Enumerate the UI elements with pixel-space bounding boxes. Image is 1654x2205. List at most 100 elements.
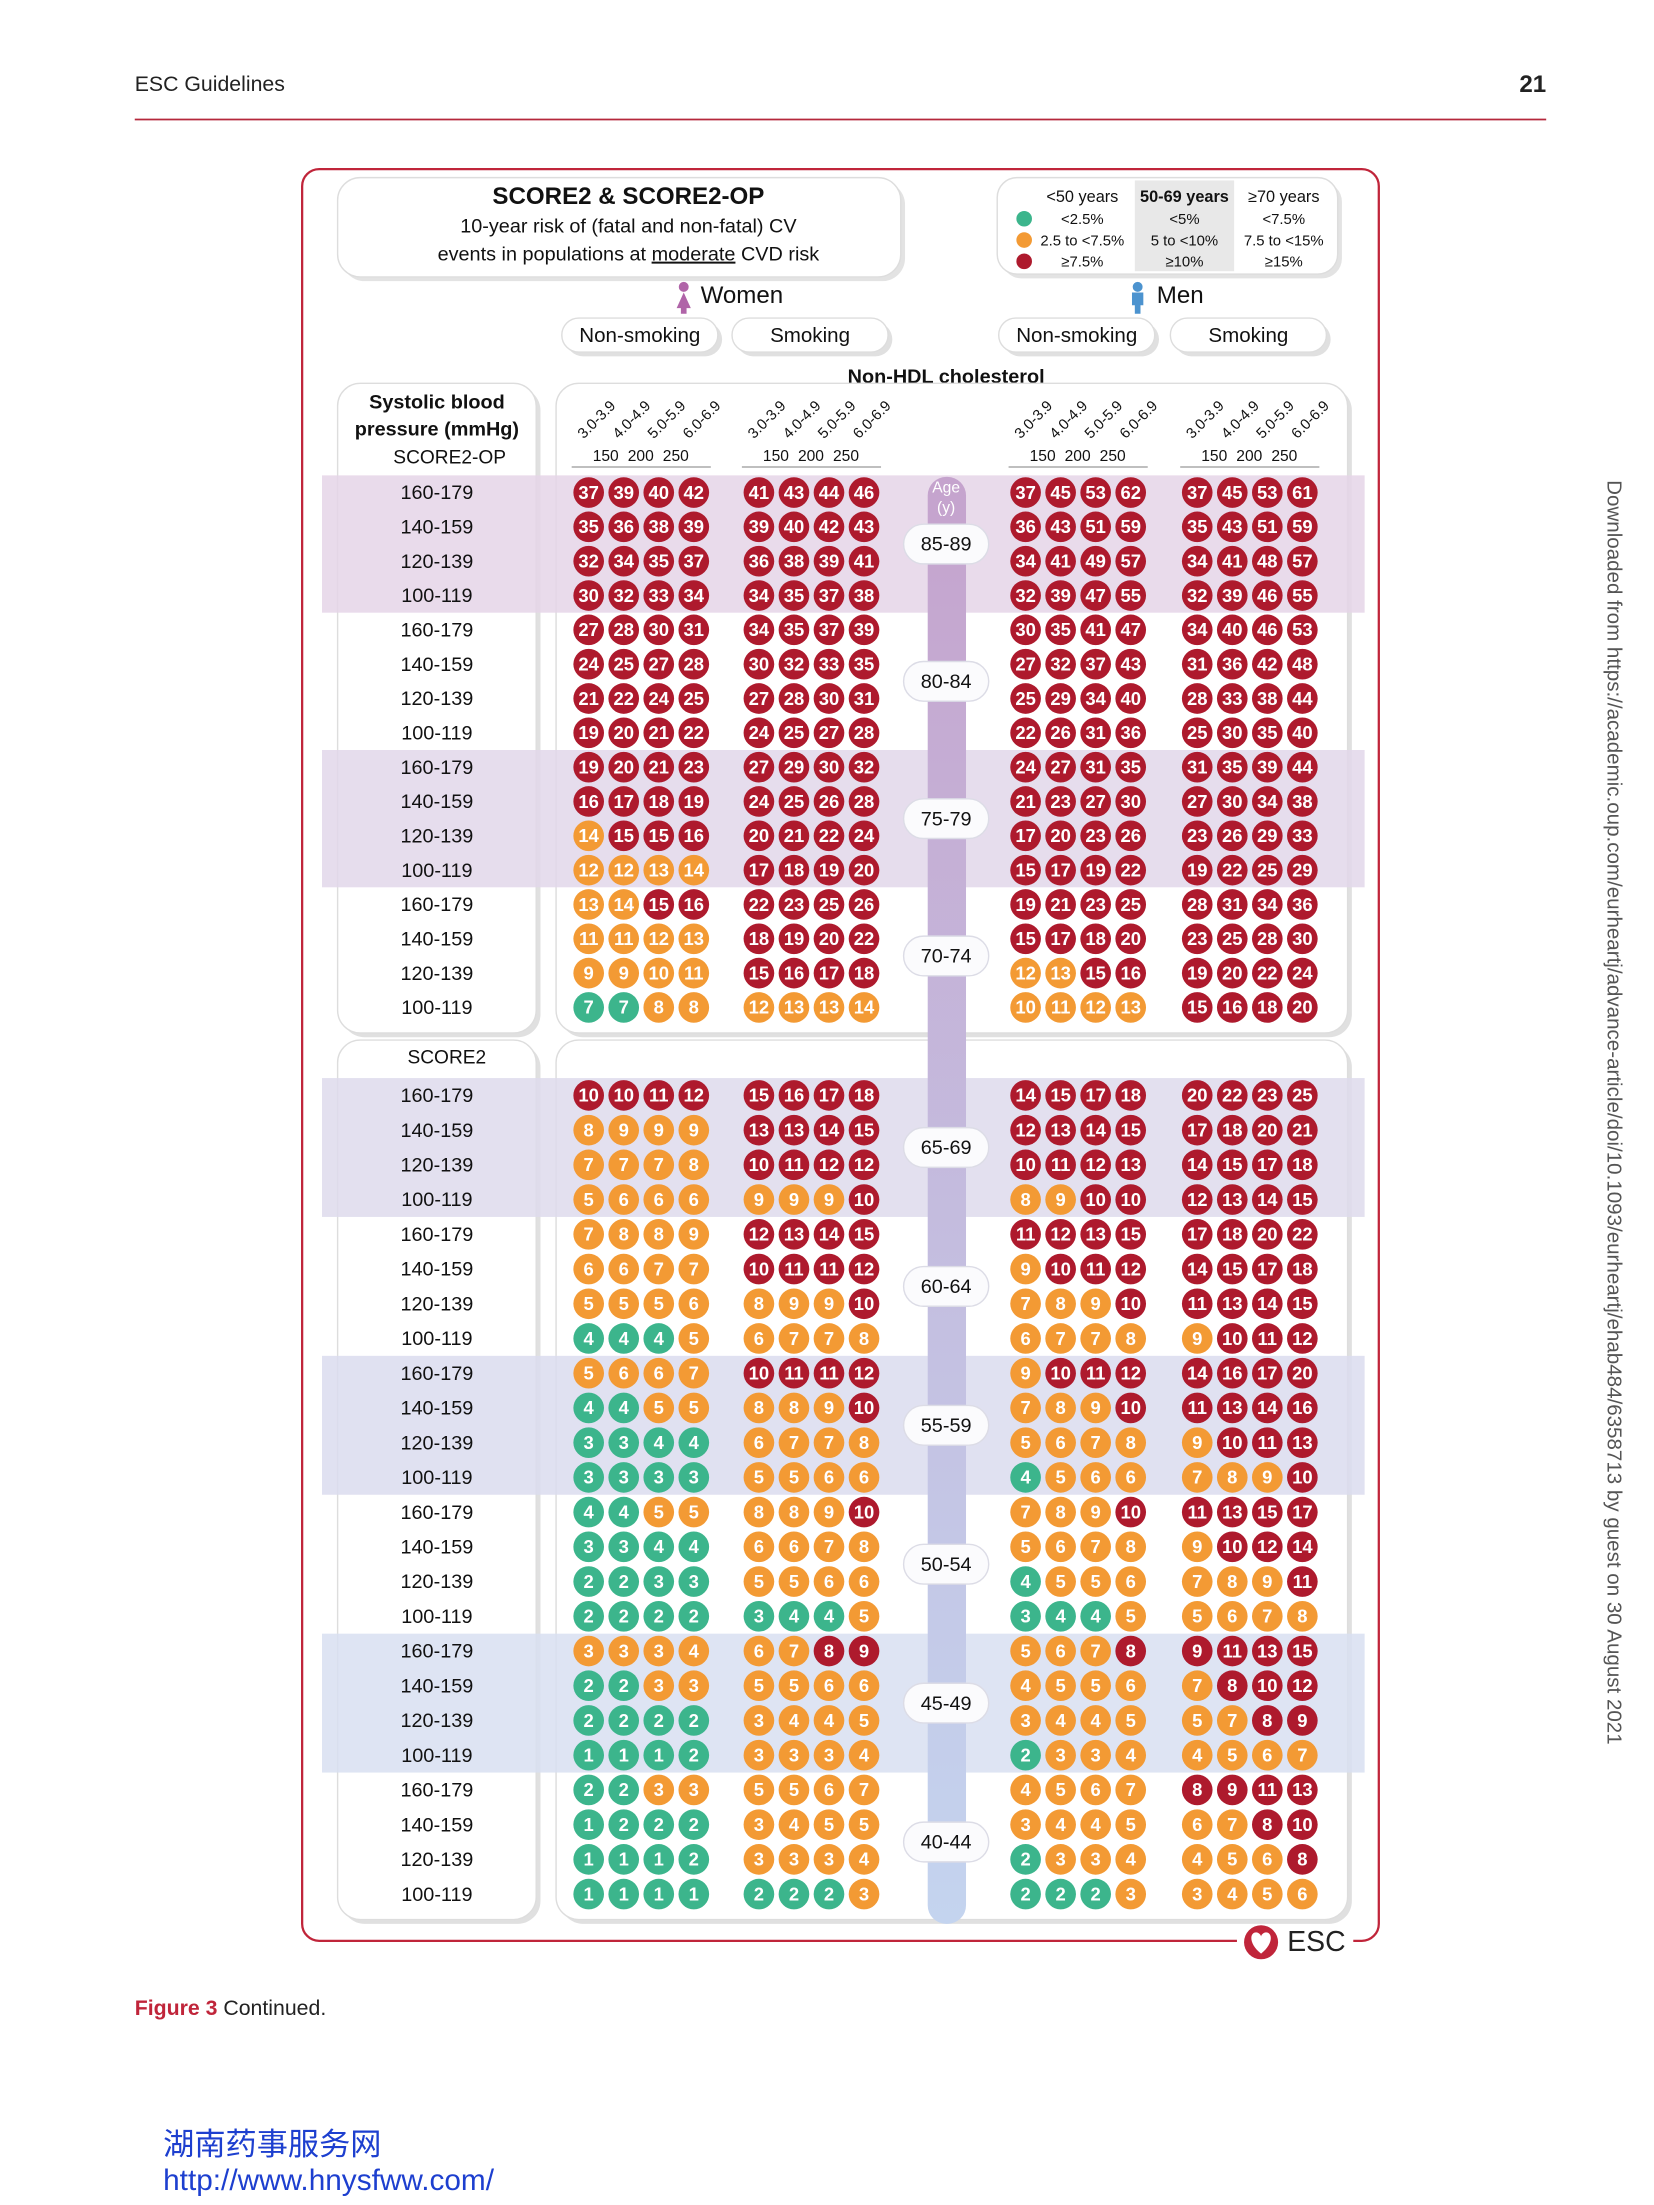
risk-cell [1181,1496,1213,1528]
risk-value: 4 [1192,1744,1203,1765]
risk-cell [1251,1114,1283,1146]
risk-cell [1287,1253,1318,1285]
risk-value: 10 [749,1154,770,1175]
risk-value: 3 [584,1432,594,1453]
risk-cell [743,1114,775,1146]
risk-cell [643,1600,675,1632]
risk-cell [1010,1427,1041,1458]
risk-value: 4 [859,1744,870,1765]
risk-value: 6 [1227,1606,1237,1627]
risk-value: 6 [859,1571,869,1592]
risk-cell [1216,751,1248,783]
risk-value: 3 [1055,1744,1065,1765]
risk-cell [743,580,775,611]
risk-value: 7 [689,1363,699,1384]
risk-cell [608,957,640,989]
risk-value: 4 [619,1328,630,1349]
risk-value: 11 [1051,997,1071,1018]
sex-label: Men [1157,282,1204,309]
age-pill [902,1543,990,1585]
risk-value: 9 [789,1189,799,1210]
risk-value: 22 [749,894,770,915]
risk-value: 41 [749,482,770,503]
risk-cell [778,786,810,817]
risk-value: 12 [1187,1189,1208,1210]
risk-cell [1010,1670,1041,1702]
risk-value: 10 [1222,1432,1243,1453]
risk-value: 23 [1085,894,1106,915]
risk-value: 3 [1192,1883,1202,1904]
risk-cell [1010,477,1041,508]
risk-value: 1 [619,1883,629,1904]
risk-value: 8 [789,1501,799,1522]
risk-cell [1045,1323,1076,1354]
risk-cell [1080,511,1111,543]
risk-value: 9 [619,1119,629,1140]
risk-value: 12 [854,1154,875,1175]
age-title: Age [932,479,960,496]
risk-value: 3 [619,1432,629,1453]
risk-cell [778,1114,810,1146]
bp-level: 160-179 [400,1224,473,1246]
bp-level: 120-139 [400,1432,473,1454]
risk-cell [1216,1080,1248,1111]
risk-value: 4 [1227,1883,1238,1904]
risk-value: 5 [1091,1675,1101,1696]
risk-cell [1080,1566,1111,1597]
risk-cell [1287,477,1318,508]
risk-cell [1216,923,1248,955]
risk-value: 11 [614,928,634,949]
risk-cell [1010,1392,1041,1424]
risk-cell [778,1844,810,1875]
risk-cell [778,1357,810,1389]
risk-cell [1115,1739,1147,1771]
risk-cell [1216,889,1248,920]
mgdl-label: 200 [1236,448,1262,465]
risk-cell [1080,614,1111,646]
risk-value: 39 [684,516,705,537]
risk-cell [848,1462,880,1493]
risk-value: 11 [1187,1501,1207,1522]
risk-value: 28 [854,791,875,812]
risk-cell [848,1600,880,1632]
risk-value: 25 [819,894,840,915]
risk-value: 6 [754,1536,764,1557]
risk-value: 35 [649,550,670,571]
risk-value: 13 [1222,1501,1243,1522]
risk-value: 13 [684,928,705,949]
risk-value: 2 [619,1814,629,1835]
risk-cell [1115,683,1147,714]
bp-level: 140-159 [400,1398,473,1420]
risk-cell [1181,957,1213,989]
risk-cell [678,1462,710,1493]
bp-level: 120-139 [400,1293,473,1315]
risk-cell [1287,511,1318,543]
risk-cell [1115,1878,1147,1910]
panel-name: SCORE2-OP [393,448,506,469]
risk-value: 7 [1297,1744,1307,1765]
risk-value: 9 [1020,1258,1030,1279]
risk-value: 2 [584,1779,594,1800]
risk-cell [643,1392,675,1424]
risk-cell [1010,1705,1041,1736]
risk-value: 8 [754,1501,764,1522]
risk-value: 9 [1262,1571,1272,1592]
risk-value: 28 [684,653,705,674]
risk-value: 17 [1187,1119,1208,1140]
risk-cell [1045,648,1076,680]
risk-cell [1251,477,1283,508]
person-icon [1132,281,1143,292]
risk-value: 9 [1192,1328,1202,1349]
risk-cell [643,477,675,508]
risk-cell [573,923,605,955]
risk-cell [778,1392,810,1424]
risk-cell [1115,889,1147,920]
risk-cell [813,1149,845,1181]
risk-value: 36 [1292,894,1313,915]
risk-cell [778,1149,810,1181]
risk-value: 7 [619,1154,629,1175]
risk-cell [1287,1809,1318,1840]
risk-cell [608,1739,640,1771]
risk-cell [1287,683,1318,714]
risk-cell [1115,1080,1147,1111]
